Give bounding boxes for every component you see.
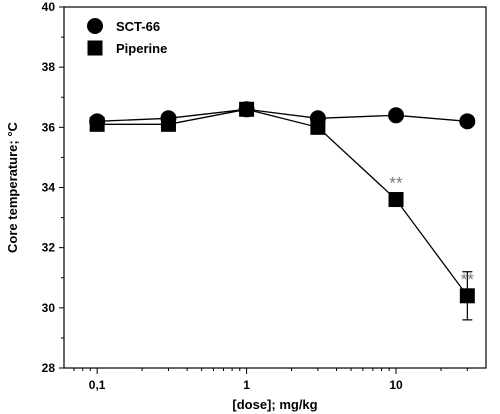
sct-66-point [459, 113, 476, 130]
x-tick-label: 10 [389, 378, 403, 392]
x-tick-label: 1 [243, 378, 250, 392]
y-tick-label: 36 [42, 120, 56, 134]
significance-annotation: ** [461, 270, 475, 289]
y-axis: 28 30 32 34 36 38 40 [42, 0, 64, 375]
significance-annotation: ** [389, 174, 403, 193]
plot-area [63, 6, 487, 369]
x-axis-title: [dose]; mg/kg [232, 397, 317, 412]
sct-66-point [160, 110, 177, 127]
piperine-point [388, 192, 404, 208]
legend-marker-sct-66 [87, 18, 103, 34]
y-tick-label: 28 [42, 361, 56, 375]
annotation-layer: ** ** [389, 174, 474, 289]
sct-66-point [309, 110, 326, 127]
series-layer [89, 101, 476, 321]
legend-label-sct-66: SCT-66 [116, 19, 160, 34]
legend-marker-piperine [87, 40, 103, 56]
piperine-series-line [97, 108, 468, 297]
legend-label-piperine: Piperine [116, 41, 167, 56]
x-tick-label: 0,1 [89, 378, 106, 392]
x-axis: 0,1 1 10 [73, 368, 468, 392]
piperine-point [459, 288, 475, 304]
y-tick-label: 34 [42, 181, 56, 195]
y-axis-title: Core temperature; °C [5, 121, 20, 253]
sct-66-point [388, 107, 405, 124]
y-tick-label: 38 [42, 60, 56, 74]
legend: SCT-66 Piperine [87, 18, 167, 56]
sct-66-series-line [97, 108, 468, 122]
y-tick-label: 32 [42, 241, 56, 255]
plot-frame [63, 6, 487, 369]
y-tick-label: 30 [42, 301, 56, 315]
sct-66-point [238, 101, 255, 118]
y-tick-label: 40 [42, 0, 56, 14]
sct-66-point [89, 113, 106, 130]
